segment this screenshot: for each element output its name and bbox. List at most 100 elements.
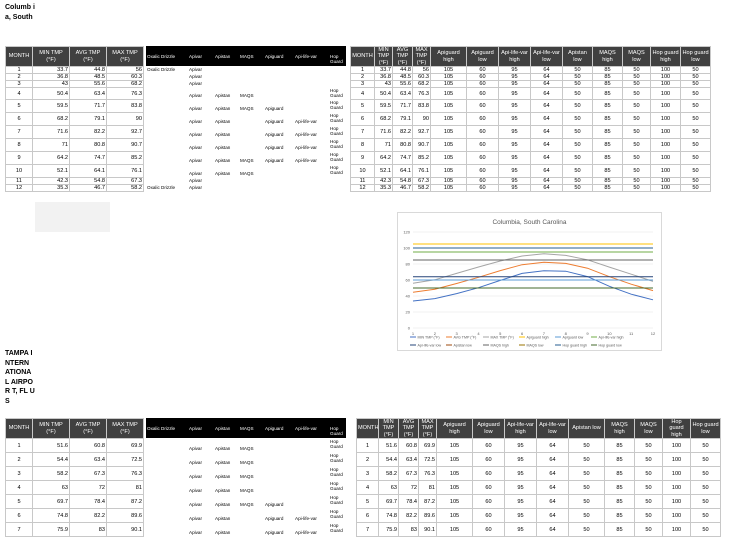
header-2: AVG TMP (°F) bbox=[69, 46, 107, 67]
cell-month: 6 bbox=[5, 508, 33, 523]
table-row: 3 43 55.6 68.2 bbox=[5, 80, 144, 88]
threshold-cell: 100 bbox=[650, 66, 681, 74]
threshold-cell: 50 bbox=[622, 80, 651, 88]
treatment-cell: Apivar bbox=[189, 171, 203, 176]
threshold-cell: 50 bbox=[568, 494, 605, 509]
cell-min: 74.8 bbox=[32, 508, 70, 523]
table-row: 8 71 80.8 90.7 105 60 95 64 50 85 50 100 50 bbox=[350, 138, 711, 152]
treatment-header-6: Hop Guard bbox=[330, 54, 343, 64]
threshold-cell: 105 bbox=[436, 522, 473, 537]
cell-min: 58.2 bbox=[32, 466, 70, 481]
table-row: 12 35.3 46.7 58.2 105 60 95 64 50 85 50 100 50 bbox=[350, 184, 711, 192]
cell-avg: 83 bbox=[398, 522, 419, 537]
table-row: 7 75.9 83 90.1 bbox=[5, 522, 144, 537]
threshold-cell: 64 bbox=[536, 522, 569, 537]
cell-month: 6 bbox=[350, 112, 375, 126]
table-row: 4 50.4 63.4 76.3 bbox=[5, 87, 144, 100]
threshold-cell: 50 bbox=[634, 508, 663, 523]
threshold-cell: 105 bbox=[430, 112, 467, 126]
treatment-cell: Apistan bbox=[215, 446, 231, 451]
cell-max: 56 bbox=[106, 66, 144, 74]
treatment-cell: Apistan bbox=[215, 158, 231, 163]
threshold-cell: 105 bbox=[430, 184, 467, 192]
cell-min: 52.1 bbox=[32, 164, 70, 178]
y-tick-label: 40 bbox=[406, 294, 411, 299]
table-row: 6 74.8 82.2 89.6 bbox=[5, 508, 144, 523]
threshold-cell: 100 bbox=[650, 99, 681, 113]
threshold-cell: 64 bbox=[536, 508, 569, 523]
treatment-cell: Apistan bbox=[215, 516, 231, 521]
treatment-cell: Apiguard bbox=[265, 502, 284, 507]
x-tick-label: 7 bbox=[543, 331, 546, 336]
cell-max: 69.9 bbox=[418, 438, 437, 453]
threshold-cell: 64 bbox=[536, 494, 569, 509]
chart-canvas: Columbia, South Carolina 0 20 40 60 80 100 120 1… bbox=[403, 219, 656, 347]
cell-min: 54.4 bbox=[32, 452, 70, 467]
cell-avg: 67.3 bbox=[69, 466, 107, 481]
cell-max: 60.3 bbox=[412, 73, 431, 81]
threshold-cell: 50 bbox=[568, 452, 605, 467]
threshold-cell: 100 bbox=[650, 184, 681, 192]
threshold-cell: 95 bbox=[504, 466, 537, 481]
treatment-cell: Api-life-var bbox=[295, 119, 317, 124]
table-row: 2 36.8 48.5 60.3 105 60 95 64 50 85 50 100 50 bbox=[350, 73, 711, 81]
table-row: 9 64.2 74.7 85.2 105 60 95 64 50 85 50 100 50 bbox=[350, 151, 711, 165]
treatment-header-1: Apivar bbox=[189, 425, 203, 431]
cell-avg: 67.3 bbox=[398, 466, 419, 481]
table-row: 5 69.7 78.4 87.2 bbox=[5, 494, 144, 509]
treatment-cell: Api-life-var bbox=[295, 145, 317, 150]
cell-avg: 63.4 bbox=[392, 87, 413, 100]
header-1: MIN TMP (°F) bbox=[32, 418, 70, 439]
header-2: AVG TMP (°F) bbox=[392, 46, 413, 67]
threshold-cell: 50 bbox=[690, 494, 721, 509]
threshold-cell: 85 bbox=[604, 438, 635, 453]
cell-month: 2 bbox=[5, 452, 33, 467]
series-line-1 bbox=[412, 261, 654, 293]
cell-min: 52.1 bbox=[374, 164, 393, 178]
header-3: MAX TMP (°F) bbox=[412, 46, 431, 67]
treatment-cell: Apistan bbox=[215, 474, 231, 479]
treatment-cell: Hop Guard bbox=[330, 523, 343, 533]
cell-month: 7 bbox=[350, 125, 375, 139]
cell-max: 58.2 bbox=[106, 184, 144, 192]
legend-label-0: MIN TMP (°F) bbox=[418, 335, 440, 339]
threshold-cell: 60 bbox=[466, 99, 499, 113]
threshold-cell: 105 bbox=[436, 494, 473, 509]
table-row: 4 63 72 81 bbox=[5, 480, 144, 495]
threshold-cell: 105 bbox=[436, 508, 473, 523]
threshold-cell: 50 bbox=[622, 151, 651, 165]
threshold-cell: 64 bbox=[530, 177, 563, 185]
threshold-cell: 100 bbox=[650, 87, 681, 100]
columbia-label: Columb ia, South bbox=[5, 4, 35, 21]
threshold-cell: 50 bbox=[690, 466, 721, 481]
table-row: 3 43 55.6 68.2 105 60 95 64 50 85 50 100 50 bbox=[350, 80, 711, 88]
threshold-cell: 50 bbox=[622, 73, 651, 81]
treatment-cell: Apiguard bbox=[265, 132, 284, 137]
y-tick-label: 100 bbox=[403, 246, 410, 251]
threshold-cell: 60 bbox=[472, 522, 505, 537]
cell-month: 3 bbox=[5, 80, 33, 88]
threshold-cell: 50 bbox=[622, 164, 651, 178]
cell-max: 69.9 bbox=[106, 438, 144, 453]
treatment-cell: Hop Guard bbox=[330, 113, 343, 123]
y-tick-label: 20 bbox=[406, 310, 411, 315]
cell-avg: 80.8 bbox=[69, 138, 107, 152]
cell-month: 7 bbox=[5, 125, 33, 139]
threshold-cell: 95 bbox=[498, 66, 531, 74]
cell-month: 2 bbox=[5, 73, 33, 81]
header-4: Apiguard high bbox=[430, 46, 467, 67]
threshold-cell: 95 bbox=[504, 452, 537, 467]
header-3: MAX TMP (°F) bbox=[106, 418, 144, 439]
treatment-cell: Apiguard bbox=[265, 530, 284, 535]
header-row: MONTH MIN TMP (°F) AVG TMP (°F) MAX TMP (°F… bbox=[356, 418, 721, 439]
threshold-cell: 60 bbox=[466, 164, 499, 178]
threshold-cell: 64 bbox=[530, 87, 563, 100]
threshold-cell: 100 bbox=[650, 112, 681, 126]
threshold-cell: 50 bbox=[690, 438, 721, 453]
cell-min: 64.2 bbox=[374, 151, 393, 165]
threshold-cell: 50 bbox=[634, 494, 663, 509]
threshold-cell: 64 bbox=[530, 66, 563, 74]
treatment-cell: Hop Guard bbox=[330, 88, 343, 98]
table-row: 6 68.2 79.1 90 bbox=[5, 112, 144, 126]
cell-min: 59.5 bbox=[374, 99, 393, 113]
